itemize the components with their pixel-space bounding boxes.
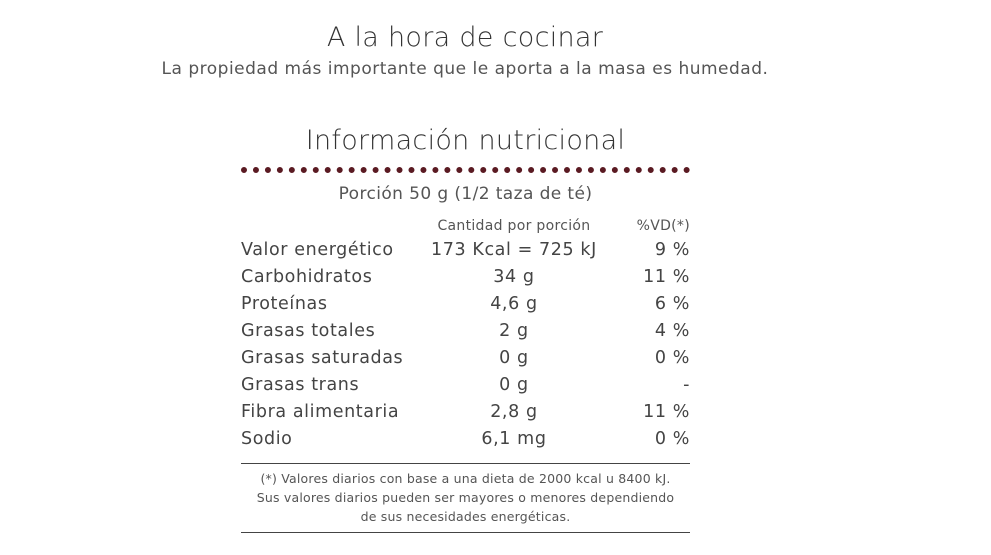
nutrient-name: Fibra alimentaria bbox=[241, 402, 400, 422]
nutrient-vd: 11 % bbox=[643, 267, 690, 287]
nutrient-vd: 4 % bbox=[654, 321, 690, 341]
nutrient-name: Grasas totales bbox=[241, 321, 376, 341]
nutrient-amount: 2 g bbox=[499, 321, 529, 341]
table-row: Grasas saturadas 0 g 0 % bbox=[241, 345, 690, 372]
cooking-section: A la hora de cocinar La propiedad más im… bbox=[0, 20, 930, 80]
nutrient-vd: 0 % bbox=[654, 429, 690, 449]
footnote: (*) Valores diarios con base a una dieta… bbox=[241, 463, 690, 533]
nutrient-name: Grasas saturadas bbox=[241, 348, 404, 368]
nutrient-name: Sodio bbox=[241, 429, 293, 449]
nutrient-vd: - bbox=[683, 375, 690, 395]
table-row: Valor energético 173 Kcal = 725 kJ 9 % bbox=[241, 237, 690, 264]
portion-size: Porción 50 g (1/2 taza de té) bbox=[338, 184, 593, 204]
nutrient-name: Valor energético bbox=[241, 240, 394, 260]
header-vd: %VD(*) bbox=[636, 218, 690, 234]
table-row: Carbohidratos 34 g 11 % bbox=[241, 264, 690, 291]
nutrient-amount: 34 g bbox=[493, 267, 535, 287]
nutrient-amount: 6,1 mg bbox=[481, 429, 547, 449]
nutrient-amount: 0 g bbox=[499, 375, 529, 395]
nutrient-amount: 2,8 g bbox=[490, 402, 538, 422]
nutrient-amount: 0 g bbox=[499, 348, 529, 368]
nutrient-vd: 9 % bbox=[654, 240, 690, 260]
nutrient-name: Grasas trans bbox=[241, 375, 360, 395]
nutrition-title: Información nutricional bbox=[305, 125, 626, 156]
nutrient-vd: 11 % bbox=[643, 402, 690, 422]
nutrient-name: Carbohidratos bbox=[241, 267, 373, 287]
cooking-title: A la hora de cocinar bbox=[326, 22, 604, 53]
table-row: Sodio 6,1 mg 0 % bbox=[241, 426, 690, 453]
table-row: Fibra alimentaria 2,8 g 11 % bbox=[241, 399, 690, 426]
nutrition-table: Cantidad por porción %VD(*) Valor energé… bbox=[241, 217, 690, 453]
cooking-text: La propiedad más importante que le aport… bbox=[161, 59, 769, 79]
nutrition-facts: Información nutricional Porción 50 g (1/… bbox=[241, 122, 690, 533]
header-amount: Cantidad por porción bbox=[437, 218, 591, 234]
header-nutrient bbox=[241, 217, 431, 237]
nutrient-amount: 4,6 g bbox=[490, 294, 538, 314]
table-row: Proteínas 4,6 g 6 % bbox=[241, 291, 690, 318]
dotted-divider bbox=[241, 167, 690, 173]
nutrient-name: Proteínas bbox=[241, 294, 328, 314]
nutrient-vd: 6 % bbox=[654, 294, 690, 314]
table-row: Grasas trans 0 g - bbox=[241, 372, 690, 399]
table-header-row: Cantidad por porción %VD(*) bbox=[241, 217, 690, 237]
nutrient-vd: 0 % bbox=[654, 348, 690, 368]
nutrient-amount: 173 Kcal = 725 kJ bbox=[431, 240, 597, 260]
table-row: Grasas totales 2 g 4 % bbox=[241, 318, 690, 345]
